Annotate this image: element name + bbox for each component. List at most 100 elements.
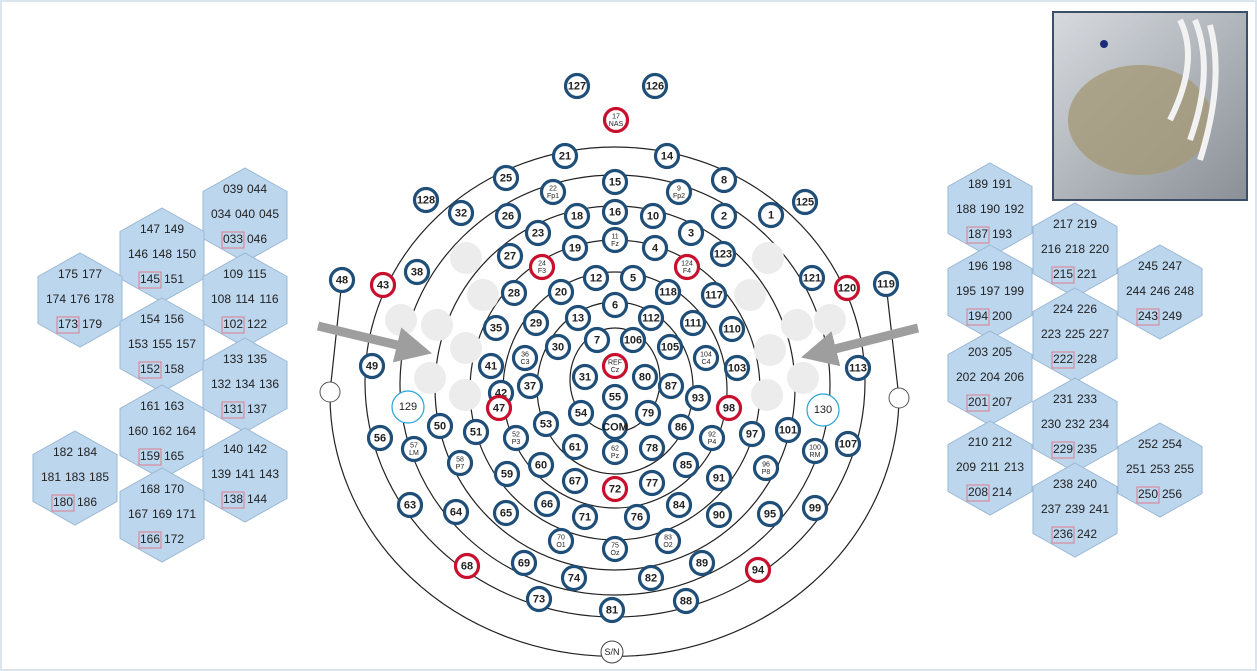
electrode — [654, 527, 682, 555]
electrode — [641, 72, 669, 100]
electrode — [485, 394, 513, 422]
reference-box — [221, 401, 245, 419]
electrode — [656, 333, 684, 361]
electrode — [698, 424, 726, 452]
cluster-sensor: 102 — [223, 317, 243, 331]
cluster-sensor: 191 — [992, 177, 1012, 191]
electrode-label: 107 — [839, 438, 857, 450]
cluster-sensor: 140 — [223, 442, 243, 456]
electrode — [752, 454, 780, 482]
electrode — [756, 500, 784, 528]
electrode-label: 117 — [705, 289, 723, 301]
electrode-label: 127 — [568, 80, 586, 92]
reference-box — [966, 308, 990, 326]
electrode-label: 22 — [549, 185, 557, 192]
electrode-label: 87 — [665, 380, 677, 392]
electrode — [623, 503, 651, 531]
cluster-sensor: 216 — [1041, 242, 1061, 256]
cluster-sensor: 136 — [259, 377, 279, 391]
electrode-label: 20 — [555, 286, 567, 298]
electrode — [844, 354, 872, 382]
electrode-label: 110 — [723, 323, 741, 335]
cluster-sensor: 214 — [992, 485, 1012, 499]
electrode — [403, 258, 431, 286]
cluster-sensor: 200 — [992, 309, 1012, 323]
cluster-sensor: 227 — [1089, 327, 1109, 341]
cluster-hexagon — [32, 430, 118, 526]
cluster-sensor: 235 — [1077, 442, 1097, 456]
electrode-label: 62 — [611, 445, 619, 452]
electrode-label: 119 — [877, 278, 895, 290]
cluster-sensor: 204 — [980, 370, 1000, 384]
reference-box — [1051, 526, 1075, 544]
cluster-hexagon — [119, 467, 205, 563]
electrode-label: 123 — [714, 248, 732, 260]
electrode — [665, 178, 693, 206]
decor — [319, 242, 910, 411]
cluster-sensor: 145 — [140, 272, 160, 286]
reference-box — [966, 226, 990, 244]
electrode-sublabel: Fz — [611, 241, 619, 248]
cluster-sensor: 178 — [94, 292, 114, 306]
cluster-sensor: 167 — [128, 507, 148, 521]
electrode — [547, 527, 575, 555]
electrode-label: 38 — [411, 266, 423, 278]
cluster-sensor: 243 — [1138, 309, 1158, 323]
electrode-label: 36 — [521, 351, 529, 358]
electrode-sublabel: Fp1 — [547, 193, 559, 200]
electrode-label: 54 — [575, 407, 588, 419]
cluster-sensor: 045 — [259, 207, 279, 221]
electrode-label: 99 — [809, 502, 821, 514]
cluster-sensor: 168 — [140, 482, 160, 496]
electrode-label: 68 — [461, 560, 473, 572]
electrode — [494, 202, 522, 230]
photo-pin — [1100, 40, 1108, 48]
cluster-sensor: 170 — [164, 482, 184, 496]
electrode — [561, 467, 589, 495]
cluster-sensor: 187 — [968, 227, 988, 241]
electrode — [637, 564, 665, 592]
electrode — [400, 435, 428, 463]
electrode — [583, 326, 611, 354]
electrode-label: 30 — [552, 341, 564, 353]
electrode — [524, 219, 552, 247]
electrode — [426, 412, 454, 440]
outer-side — [329, 279, 900, 399]
electrode — [602, 106, 630, 134]
electrode-label: 56 — [374, 432, 386, 444]
electrode — [561, 433, 589, 461]
cluster-sensor: 221 — [1077, 267, 1097, 281]
cluster-sensor: 182 — [53, 445, 73, 459]
electrode-label: 59 — [501, 468, 513, 480]
electrode — [447, 199, 475, 227]
cluster-sensor: 153 — [128, 337, 148, 351]
electrode — [511, 344, 539, 372]
cluster-sensor: 122 — [247, 317, 267, 331]
cluster-sensor: 251 — [1126, 462, 1146, 476]
reference-box — [1051, 441, 1075, 459]
electrode — [601, 383, 629, 411]
cluster-sensor: 236 — [1053, 527, 1073, 541]
electrode-label: 47 — [493, 402, 505, 414]
cluster-sensor: 217 — [1053, 217, 1073, 231]
electrode — [654, 278, 682, 306]
electrode — [598, 596, 626, 624]
electrode-label: 52 — [512, 431, 520, 438]
electrode-label: 9 — [677, 185, 681, 192]
cluster-sensor: 206 — [1004, 370, 1024, 384]
electrode — [638, 469, 666, 497]
cluster-sensor: 222 — [1053, 352, 1073, 366]
reference-box — [138, 448, 162, 466]
empty-site — [385, 304, 417, 336]
electrode-label: 91 — [713, 472, 725, 484]
electrode-label: 2 — [721, 210, 727, 222]
electrode-label: 88 — [680, 595, 692, 607]
electrode — [641, 234, 669, 262]
electrode — [358, 352, 386, 380]
cluster-sensor: 162 — [152, 424, 172, 438]
cluster-sensor: 138 — [223, 492, 243, 506]
reference-box — [221, 316, 245, 334]
electrode-label: 69 — [518, 557, 530, 569]
electrode — [872, 270, 900, 298]
photo — [1052, 11, 1248, 201]
